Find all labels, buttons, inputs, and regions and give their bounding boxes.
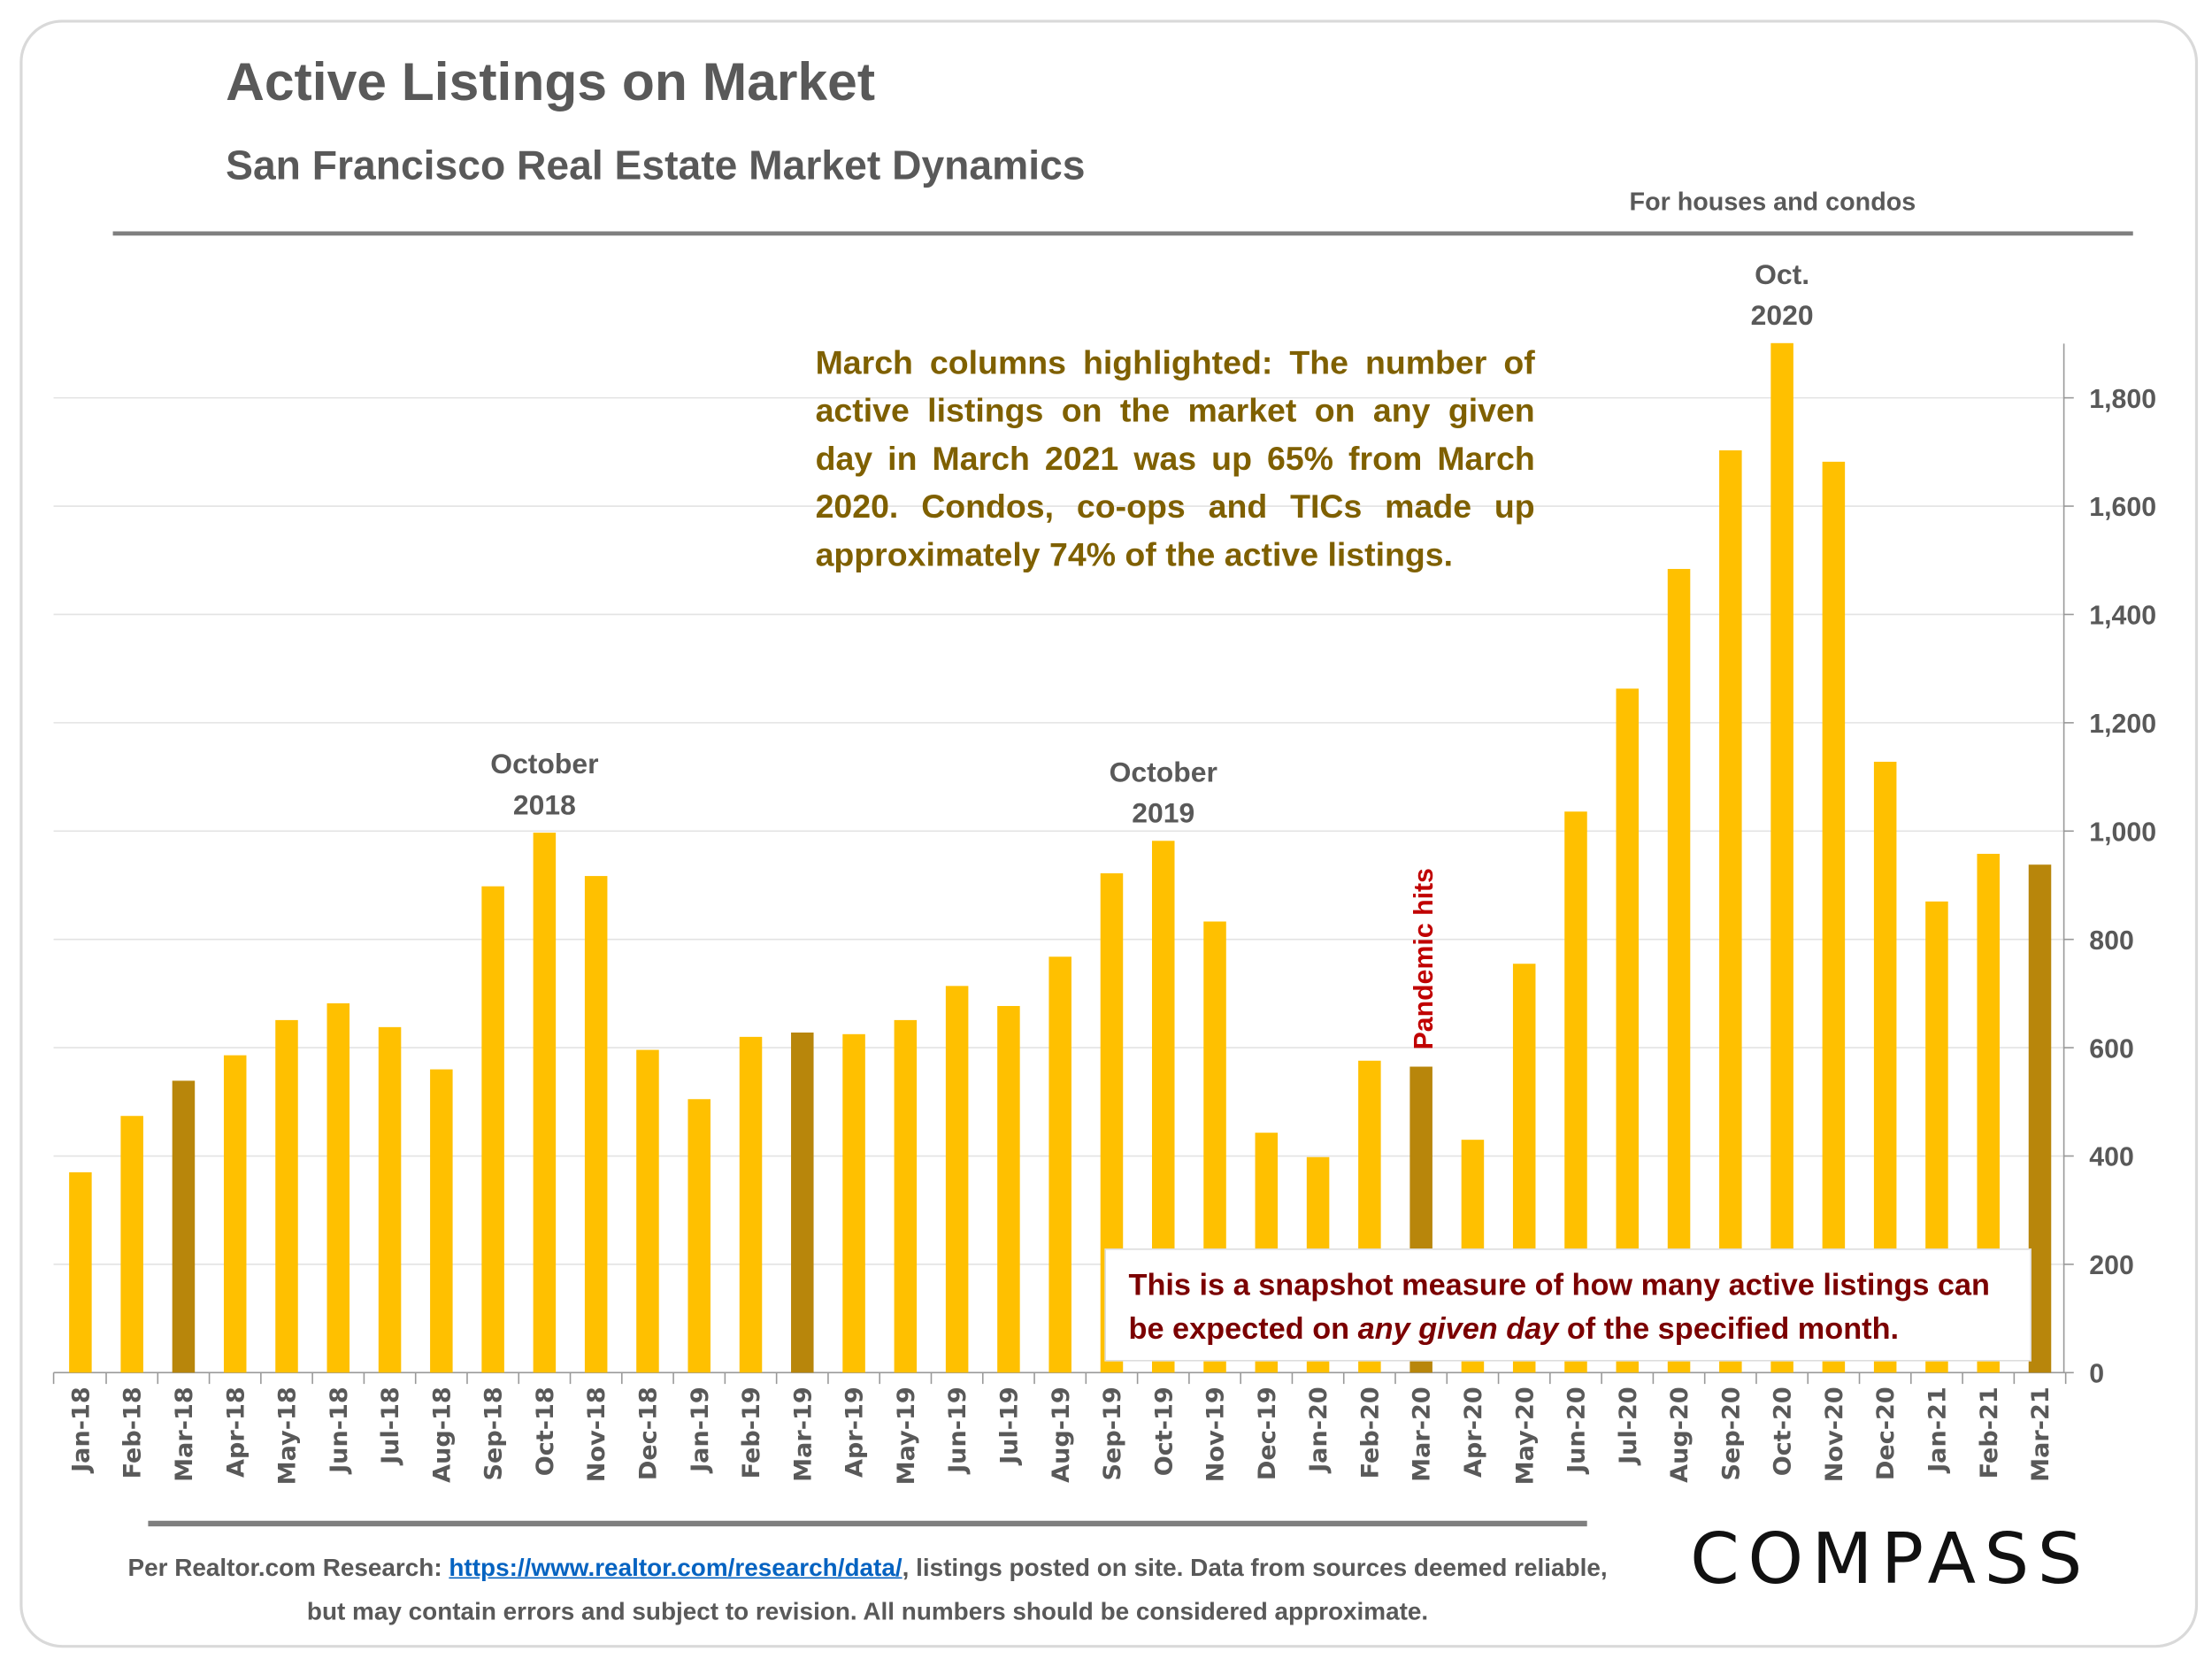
y-tick-label: 1,600	[2089, 493, 2156, 522]
bar	[1822, 461, 1846, 1373]
x-tick-label: Jun-19	[944, 1386, 972, 1475]
bar	[842, 1033, 865, 1373]
bar	[1770, 342, 1793, 1373]
y-tick-label: 800	[2089, 926, 2134, 956]
footer-pre: Per Realtor.com Research:	[127, 1553, 449, 1582]
x-tick-label: Aug-18	[428, 1386, 456, 1483]
x-tick-label: Nov-19	[1202, 1386, 1230, 1482]
x-tick-label: Oct-18	[532, 1386, 559, 1476]
x-tick-label: Feb-21	[1976, 1386, 2003, 1479]
snapshot-note: This is a snapshot measure of how many a…	[1104, 1248, 2032, 1362]
x-tick-label: Jul-20	[1615, 1386, 1642, 1466]
x-tick-label: Apr-20	[1460, 1386, 1487, 1478]
snapshot-em: any given day	[1357, 1311, 1559, 1347]
slide-frame	[19, 19, 2199, 1648]
x-tick-label: Apr-18	[222, 1386, 250, 1478]
x-tick-label: Aug-19	[1048, 1386, 1075, 1483]
y-tick-label: 400	[2089, 1143, 2134, 1172]
x-tick-label: Feb-19	[738, 1386, 765, 1479]
x-tick-label: Sep-19	[1099, 1386, 1126, 1480]
chart-subtitle: San Francisco Real Estate Market Dynamic…	[226, 143, 1086, 189]
y-tick-label: 600	[2089, 1034, 2134, 1064]
annotation-peak: October	[490, 748, 598, 780]
compass-logo: COMPASS	[1690, 1517, 2091, 1601]
footer-note: Per Realtor.com Research: https://www.re…	[127, 1546, 1608, 1633]
y-tick-label: 1,800	[2089, 385, 2156, 414]
x-tick-label: Jan-20	[1305, 1386, 1333, 1474]
header-divider	[112, 231, 2133, 236]
x-tick-label: May-18	[274, 1386, 302, 1485]
x-tick-label: Jun-18	[326, 1386, 353, 1475]
x-tick-label: Nov-20	[1821, 1386, 1848, 1482]
source-link[interactable]: https://www.realtor.com/research/data/	[449, 1553, 902, 1582]
bar	[791, 1032, 814, 1373]
x-tick-label: Dec-18	[635, 1386, 663, 1480]
bar	[172, 1080, 196, 1373]
snapshot-post: of the specified month.	[1558, 1311, 1900, 1347]
x-tick-label: Mar-19	[789, 1386, 817, 1482]
bar	[430, 1069, 453, 1373]
bar	[945, 986, 969, 1373]
y-tick-label: 1,200	[2089, 710, 2156, 739]
x-tick-label: Jan-19	[687, 1386, 714, 1474]
x-tick-label: Dec-19	[1254, 1386, 1281, 1480]
x-tick-label: Oct-19	[1150, 1386, 1178, 1476]
bar	[1719, 449, 1742, 1373]
x-tick-label: Jan-18	[67, 1386, 95, 1474]
bar	[739, 1036, 763, 1373]
x-tick-label: Sep-20	[1717, 1386, 1745, 1480]
callout-text: March columns highlighted: The number of…	[815, 344, 1535, 573]
snapshot-pre: This is a snapshot measure of how many a…	[1128, 1268, 1990, 1347]
annotation-peak: October	[1110, 756, 1217, 787]
x-tick-label: Jan-21	[1924, 1386, 1952, 1474]
x-tick-label: Feb-18	[119, 1386, 147, 1479]
x-tick-label: May-20	[1511, 1386, 1539, 1485]
x-tick-label: Mar-21	[2027, 1386, 2055, 1482]
x-tick-label: Jul-19	[995, 1386, 1023, 1466]
x-tick-label: Oct-20	[1770, 1386, 1797, 1476]
bar	[894, 1019, 918, 1373]
x-tick-label: Jul-18	[377, 1386, 404, 1466]
annotation-peak: 2018	[513, 788, 576, 820]
annotation-peak: 2019	[1132, 797, 1194, 829]
x-tick-label: Apr-19	[841, 1386, 869, 1478]
footer-post: , listings posted on site. Data from sou…	[306, 1553, 1608, 1625]
chart-title: Active Listings on Market	[226, 53, 876, 113]
bar	[997, 1005, 1020, 1373]
annotation-peak: 2020	[1751, 299, 1814, 331]
x-tick-label: Dec-20	[1872, 1386, 1900, 1480]
x-tick-label: Nov-18	[583, 1386, 611, 1482]
bar	[378, 1026, 402, 1373]
y-tick-label: 200	[2089, 1251, 2134, 1280]
bar	[326, 1002, 350, 1373]
footer-divider	[148, 1520, 1587, 1527]
bar	[275, 1019, 298, 1373]
bar	[533, 833, 557, 1373]
bar	[636, 1049, 659, 1373]
bar	[120, 1116, 143, 1373]
bar	[687, 1099, 710, 1373]
annotation-pandemic: Pandemic hits	[1409, 868, 1439, 1049]
y-tick-label: 1,000	[2089, 818, 2156, 847]
x-tick-label: Aug-20	[1666, 1386, 1694, 1483]
bar	[1048, 956, 1071, 1373]
x-tick-label: Feb-20	[1356, 1386, 1384, 1479]
bar	[2028, 864, 2052, 1373]
x-tick-label: Mar-20	[1409, 1386, 1436, 1482]
bar	[223, 1055, 247, 1373]
x-tick-label: Sep-18	[480, 1386, 508, 1480]
y-tick-label: 0	[2089, 1360, 2104, 1389]
annotation-peak: Oct.	[1755, 258, 1809, 290]
bar	[584, 876, 608, 1373]
y-tick-label: 1,400	[2089, 602, 2156, 631]
x-tick-label: Jun-20	[1563, 1386, 1591, 1475]
bar	[481, 886, 504, 1373]
scope-note: For houses and condos	[1629, 188, 1916, 216]
bar	[1667, 569, 1691, 1373]
x-tick-label: Mar-18	[171, 1386, 198, 1482]
x-tick-label: May-19	[893, 1386, 920, 1485]
bar	[69, 1171, 92, 1373]
